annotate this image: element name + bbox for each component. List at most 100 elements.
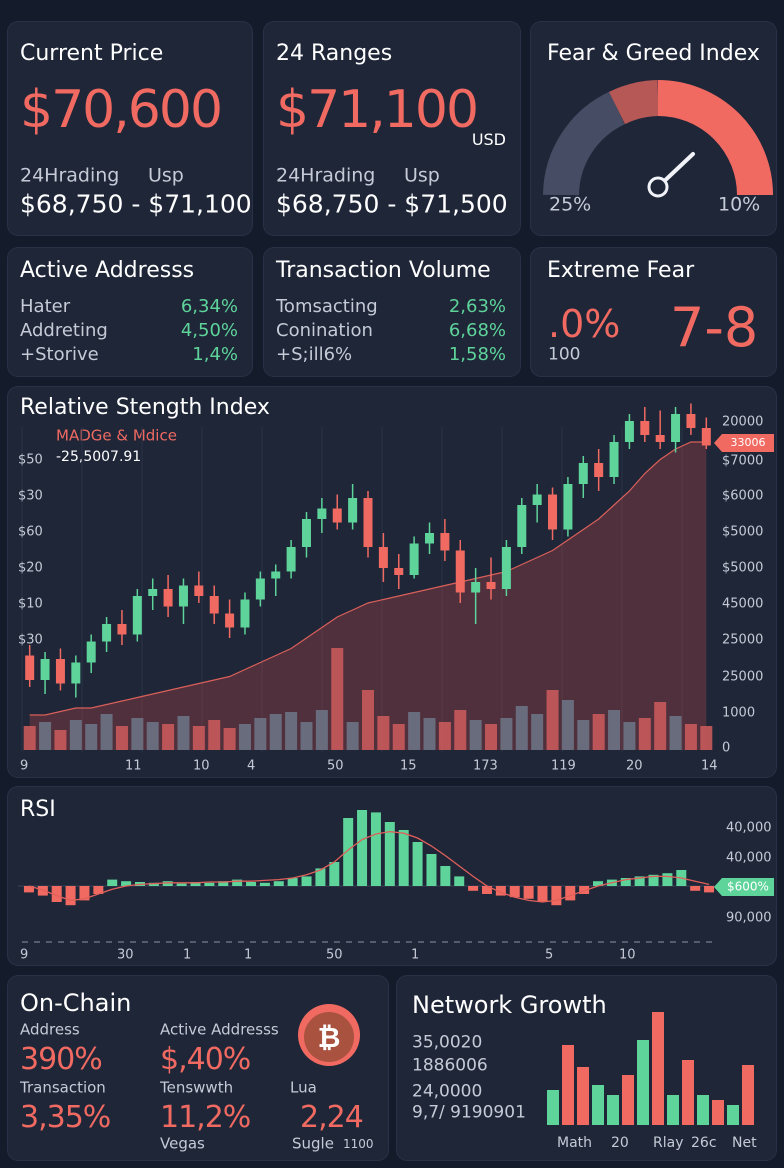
ma-area bbox=[29, 442, 707, 750]
volume-bar bbox=[592, 714, 605, 750]
bar bbox=[577, 1067, 589, 1125]
rsi-bar bbox=[648, 874, 659, 886]
rsi-bar bbox=[537, 886, 548, 902]
row-label: +S;ill6% bbox=[276, 344, 353, 365]
candle-body bbox=[255, 578, 265, 600]
bar bbox=[742, 1065, 754, 1125]
candle-body bbox=[471, 582, 481, 593]
price-card bbox=[8, 22, 252, 235]
volume-bar bbox=[392, 724, 405, 750]
rsi-bar bbox=[370, 812, 381, 886]
x-axis-label: Net bbox=[732, 1135, 757, 1151]
gauge-segment bbox=[657, 80, 773, 196]
rsi-bar bbox=[704, 886, 715, 893]
bar bbox=[562, 1045, 574, 1125]
rsi-bar bbox=[468, 886, 479, 891]
rsi-bar bbox=[176, 883, 187, 886]
label: 24Hrading bbox=[20, 164, 120, 187]
volume-bar bbox=[684, 724, 697, 750]
volume-bar bbox=[485, 724, 498, 750]
active-addresses-card bbox=[8, 248, 252, 376]
row-label: Addreting bbox=[20, 320, 108, 341]
price: $71,100 bbox=[276, 80, 479, 140]
volume-bar bbox=[515, 706, 528, 750]
rsi-bar bbox=[357, 810, 368, 886]
rsi-bar bbox=[343, 818, 354, 886]
bar bbox=[697, 1095, 709, 1125]
candle-body bbox=[624, 421, 634, 442]
x-axis-label: 10 bbox=[193, 758, 210, 774]
candle-body bbox=[25, 655, 35, 680]
volume-bar bbox=[423, 718, 436, 750]
row-value: 6,68% bbox=[448, 320, 506, 341]
volume-bar bbox=[69, 720, 82, 750]
rsi-bar bbox=[190, 882, 201, 886]
candle-body bbox=[440, 533, 450, 551]
volume-bar bbox=[408, 712, 421, 750]
legend: MADGe & Mdice bbox=[56, 426, 177, 445]
rsi-bar bbox=[440, 866, 451, 886]
volume-bar bbox=[285, 712, 298, 750]
rsi-chart: 40,000 40,000 90,000 $600% bbox=[18, 810, 774, 943]
rsi-bar bbox=[662, 873, 673, 886]
rsi-bar bbox=[51, 886, 62, 902]
volume-bar bbox=[454, 710, 467, 750]
x-axis-label: 26c bbox=[691, 1135, 717, 1151]
bar bbox=[712, 1100, 724, 1125]
candle-body bbox=[194, 585, 204, 596]
extreme-fear-card bbox=[531, 248, 776, 376]
x-axis-label: 15 bbox=[400, 758, 417, 774]
rsi-bar bbox=[523, 886, 534, 899]
rsi-line bbox=[28, 830, 710, 903]
x-axis-label: 14 bbox=[701, 758, 718, 774]
base: 100 bbox=[548, 344, 581, 365]
rsi-bar bbox=[579, 886, 590, 894]
y-axis-label: $10 bbox=[18, 597, 43, 612]
rsi-bar bbox=[37, 886, 48, 896]
rsi-bar bbox=[218, 881, 229, 886]
bar bbox=[547, 1090, 559, 1125]
icon-glyph: ₿ bbox=[318, 1021, 341, 1054]
label: 24Hrading bbox=[276, 164, 376, 187]
volume-bar bbox=[623, 722, 636, 750]
rsi-bar bbox=[565, 886, 576, 901]
volume-bar bbox=[146, 722, 159, 750]
volume-bar bbox=[669, 716, 682, 750]
rsi-bar bbox=[329, 862, 340, 886]
row-label: Conination bbox=[276, 320, 373, 341]
x-axis-label: 50 bbox=[326, 947, 343, 963]
range: $68,750 - $71,100 bbox=[20, 189, 252, 219]
change: .0% bbox=[548, 302, 621, 346]
network-growth-chart bbox=[547, 1012, 754, 1125]
metric-value: 390% bbox=[20, 1042, 103, 1077]
candle-body bbox=[701, 428, 711, 446]
candle-body bbox=[40, 659, 50, 680]
y-axis-label: $20 bbox=[18, 561, 43, 576]
volume-bar bbox=[54, 730, 67, 750]
volume-bar bbox=[269, 714, 282, 750]
volume-bar bbox=[438, 722, 451, 750]
volume-bar bbox=[331, 648, 344, 750]
metric-value: 2,24 bbox=[300, 1100, 364, 1135]
row-value: 4,50% bbox=[180, 320, 238, 341]
candle-body bbox=[317, 508, 327, 519]
x-axis-label: 20 bbox=[626, 758, 643, 774]
candle-body bbox=[332, 508, 342, 523]
candle-body bbox=[71, 662, 81, 684]
volume-bar bbox=[608, 710, 621, 750]
gauge-label: 25% bbox=[549, 193, 592, 216]
metric-label: 1886006 bbox=[412, 1055, 488, 1076]
ma-line bbox=[29, 441, 707, 716]
candle-body bbox=[563, 484, 573, 530]
icon-face bbox=[304, 1012, 354, 1062]
rsi-bar bbox=[412, 842, 423, 886]
label: Usp bbox=[404, 164, 440, 187]
candle-body bbox=[163, 589, 173, 607]
chart-title: Relative Stength Index bbox=[20, 395, 270, 420]
volume-bar bbox=[362, 690, 374, 750]
volume-bar bbox=[254, 718, 267, 750]
row-label: +Storive bbox=[20, 344, 99, 365]
rsi-bar bbox=[232, 879, 243, 886]
candle-body bbox=[640, 421, 650, 435]
bar bbox=[592, 1085, 604, 1125]
